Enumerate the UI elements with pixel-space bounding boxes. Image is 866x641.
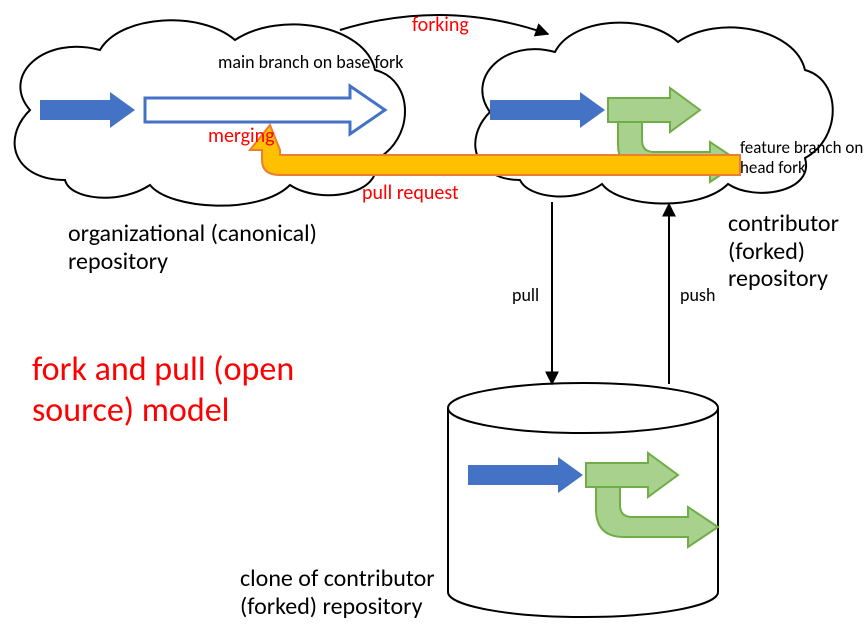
contrib-repo-label: contributor (forked) repository	[728, 210, 866, 293]
pull-request-label: pull request	[362, 182, 459, 205]
push-label: push	[680, 285, 715, 306]
main-branch-label: main branch on base fork	[218, 52, 403, 73]
feature-branch-label: feature branch on head fork	[740, 138, 866, 177]
diagram-canvas	[0, 0, 866, 641]
pull-label: pull	[512, 285, 539, 306]
diagram-title: fork and pull (open source) model	[32, 350, 332, 432]
forking-label: forking	[412, 14, 469, 37]
clone-repo-label: clone of contributor (forked) repository	[240, 565, 490, 620]
merging-label: merging	[208, 125, 275, 148]
cloud-organizational-repo	[15, 20, 405, 205]
org-repo-label: organizational (canonical) repository	[68, 220, 398, 275]
